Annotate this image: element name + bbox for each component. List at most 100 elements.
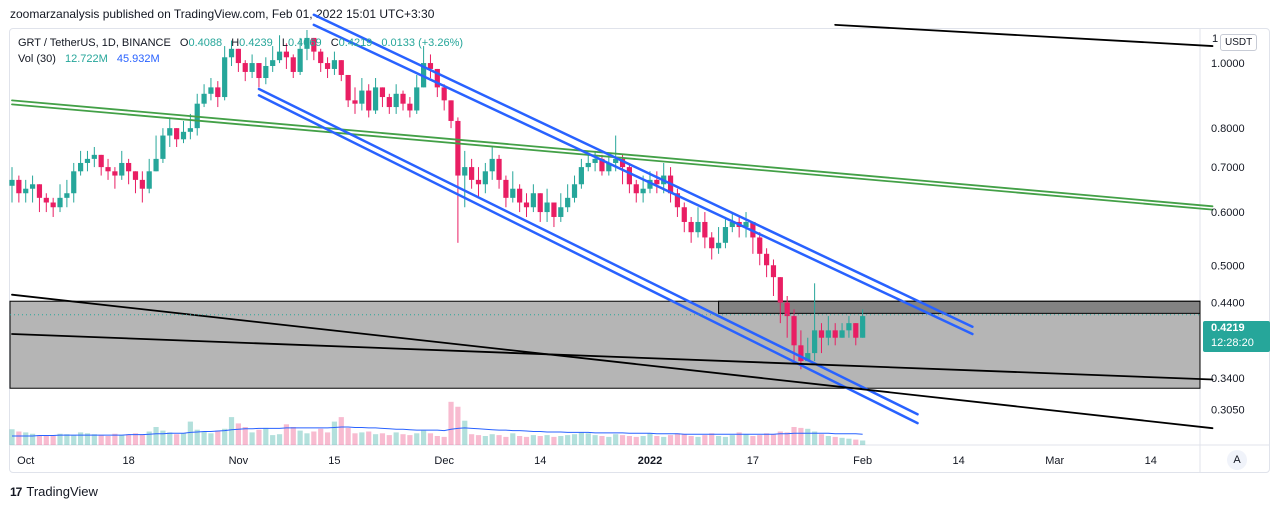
blue-trendline-6[interactable] bbox=[257, 94, 919, 425]
candle[interactable] bbox=[283, 51, 289, 58]
candle[interactable] bbox=[654, 179, 660, 185]
candle[interactable] bbox=[132, 171, 139, 180]
candle[interactable] bbox=[448, 100, 454, 121]
candle[interactable] bbox=[249, 63, 255, 72]
candle[interactable] bbox=[647, 179, 653, 189]
candle[interactable] bbox=[709, 237, 715, 249]
candle[interactable] bbox=[585, 162, 591, 168]
candle[interactable] bbox=[146, 171, 152, 189]
candle[interactable] bbox=[715, 242, 722, 249]
candle[interactable] bbox=[270, 60, 276, 66]
candle[interactable] bbox=[853, 323, 859, 338]
candle[interactable] bbox=[242, 63, 248, 72]
candle[interactable] bbox=[414, 87, 420, 111]
candle[interactable] bbox=[626, 167, 632, 185]
candle[interactable] bbox=[517, 188, 523, 203]
candle[interactable] bbox=[462, 167, 468, 176]
blue-trendline-4[interactable] bbox=[312, 23, 974, 336]
candle[interactable] bbox=[784, 302, 790, 317]
candle[interactable] bbox=[50, 202, 56, 208]
legend-volume-label[interactable]: Vol (30) bbox=[18, 53, 56, 65]
candle[interactable] bbox=[208, 87, 214, 94]
candle[interactable] bbox=[112, 171, 118, 176]
candle[interactable] bbox=[160, 135, 166, 159]
candle[interactable] bbox=[455, 120, 461, 176]
candle[interactable] bbox=[695, 221, 701, 233]
candle[interactable] bbox=[846, 323, 852, 331]
candle[interactable] bbox=[228, 48, 235, 58]
candle[interactable] bbox=[537, 193, 543, 213]
candle[interactable] bbox=[331, 60, 338, 69]
tradingview-brand[interactable]: 17 TradingView bbox=[10, 484, 98, 499]
candle[interactable] bbox=[757, 237, 763, 254]
candle[interactable] bbox=[290, 57, 296, 72]
candle[interactable] bbox=[722, 227, 729, 243]
candle[interactable] bbox=[427, 63, 434, 69]
candle[interactable] bbox=[805, 353, 811, 362]
candle[interactable] bbox=[126, 162, 132, 172]
candle[interactable] bbox=[29, 184, 36, 189]
candle[interactable] bbox=[510, 188, 516, 198]
candle[interactable] bbox=[153, 158, 159, 172]
candle[interactable] bbox=[98, 154, 104, 168]
candle[interactable] bbox=[812, 330, 818, 354]
candle[interactable] bbox=[640, 188, 646, 194]
candle[interactable] bbox=[180, 131, 187, 140]
candle[interactable] bbox=[352, 100, 358, 104]
candle[interactable] bbox=[565, 197, 571, 208]
candle[interactable] bbox=[633, 184, 639, 194]
candle[interactable] bbox=[359, 90, 365, 104]
candle[interactable] bbox=[400, 93, 406, 104]
candle[interactable] bbox=[434, 68, 440, 88]
auto-scale-button[interactable]: A bbox=[1227, 450, 1247, 470]
candle[interactable] bbox=[324, 63, 331, 69]
candle[interactable] bbox=[503, 179, 509, 198]
candle[interactable] bbox=[276, 51, 283, 61]
candle[interactable] bbox=[592, 158, 598, 163]
candle[interactable] bbox=[9, 179, 15, 186]
candle[interactable] bbox=[91, 154, 97, 159]
candle[interactable] bbox=[551, 202, 557, 217]
candle[interactable] bbox=[791, 316, 797, 346]
black-trendline-9[interactable] bbox=[834, 23, 1214, 47]
candle[interactable] bbox=[16, 179, 22, 194]
candle[interactable] bbox=[338, 60, 344, 75]
candle[interactable] bbox=[201, 93, 207, 104]
candle[interactable] bbox=[23, 188, 29, 194]
candle[interactable] bbox=[407, 103, 413, 111]
candle[interactable] bbox=[318, 51, 324, 64]
candle[interactable] bbox=[222, 57, 228, 98]
candle[interactable] bbox=[36, 184, 43, 198]
candle[interactable] bbox=[613, 158, 619, 163]
candle[interactable] bbox=[297, 48, 303, 72]
candle[interactable] bbox=[393, 93, 399, 108]
candle[interactable] bbox=[571, 184, 578, 198]
candle[interactable] bbox=[530, 193, 536, 208]
candle[interactable] bbox=[702, 221, 708, 238]
candle[interactable] bbox=[619, 158, 626, 168]
candle[interactable] bbox=[770, 265, 777, 278]
candle[interactable] bbox=[64, 193, 70, 198]
candle[interactable] bbox=[441, 87, 447, 101]
candle[interactable] bbox=[578, 167, 584, 185]
candle[interactable] bbox=[743, 221, 749, 228]
candle[interactable] bbox=[764, 253, 770, 266]
candle[interactable] bbox=[43, 197, 49, 203]
candle[interactable] bbox=[729, 221, 735, 228]
candle[interactable] bbox=[688, 221, 694, 233]
candle[interactable] bbox=[489, 158, 495, 172]
candle[interactable] bbox=[798, 345, 804, 362]
currency-button[interactable]: USDT bbox=[1220, 34, 1258, 51]
candle[interactable] bbox=[105, 167, 111, 172]
candle[interactable] bbox=[167, 128, 173, 136]
candle[interactable] bbox=[304, 37, 310, 49]
blue-trendline-3[interactable] bbox=[312, 13, 974, 328]
candle[interactable] bbox=[475, 179, 482, 185]
candle[interactable] bbox=[832, 330, 838, 338]
candle[interactable] bbox=[839, 330, 845, 338]
candle[interactable] bbox=[57, 197, 63, 208]
blue-trendline-5[interactable] bbox=[257, 87, 919, 416]
candle[interactable] bbox=[71, 171, 77, 194]
candle[interactable] bbox=[187, 128, 193, 132]
